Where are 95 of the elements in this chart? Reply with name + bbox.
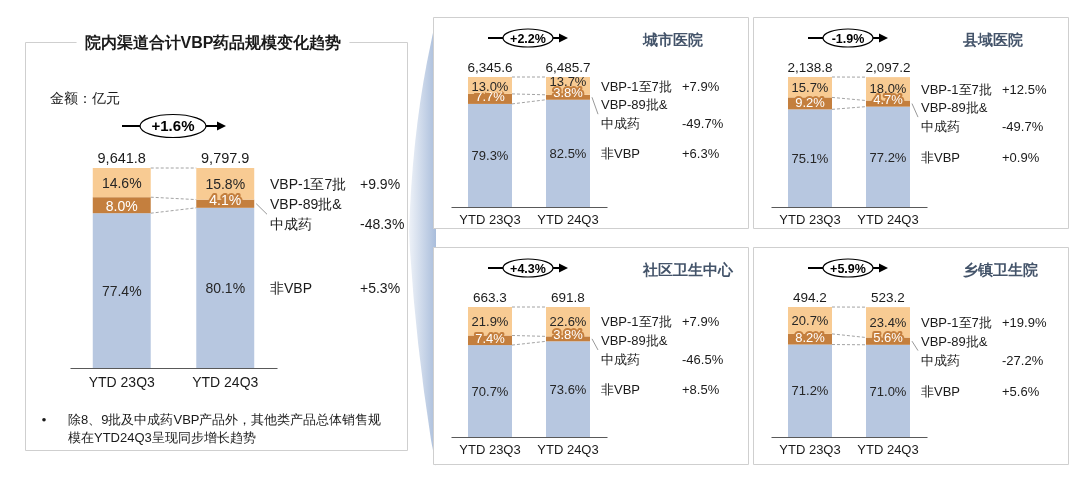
data-label: 15.7% — [791, 79, 829, 95]
annotation: 2,138.8 — [787, 60, 833, 75]
bar — [866, 106, 910, 207]
annotation: 6,485.7 — [545, 60, 591, 75]
annotation: 663.3 — [473, 290, 507, 305]
x-tick-label: YTD 23Q3 — [459, 442, 521, 458]
x-tick-label: YTD 23Q3 — [459, 212, 521, 228]
x-tick-label: YTD 23Q3 — [779, 212, 841, 228]
text: +7.9% — [682, 314, 720, 330]
chart-subtitle: 金额：亿元 — [50, 91, 120, 106]
data-label: 71.0% — [869, 383, 907, 399]
text: +2.2% — [510, 31, 546, 46]
data-label: 8.2% — [795, 330, 826, 346]
text: +1.6% — [151, 117, 195, 135]
data-label: 8.0% — [105, 197, 138, 214]
bar — [546, 341, 590, 437]
data-label: 14.6% — [101, 174, 142, 191]
series-label: VBP-1至7批 — [601, 314, 672, 330]
data-label: 5.6% — [873, 330, 904, 346]
data-label: 9.2% — [795, 94, 826, 110]
text: +12.5% — [1002, 81, 1047, 97]
chart-title: 院内渠道合计VBP药品规模变化趋势 — [84, 34, 342, 51]
data-label: 15.8% — [205, 175, 246, 192]
data-label: 7.4% — [475, 330, 506, 346]
data-label: 21.9% — [471, 313, 509, 329]
text: 县域医院 — [962, 31, 1023, 48]
text: 社区卫生中心 — [642, 261, 734, 278]
data-label: 22.6% — [549, 314, 587, 330]
series-label: VBP-1至7批 — [921, 81, 992, 97]
series-label: 非VBP — [601, 381, 641, 397]
series-label: VBP-1至7批 — [270, 175, 347, 192]
text: +0.9% — [1002, 149, 1040, 165]
text: +7.9% — [682, 78, 720, 94]
annotation: 9,797.9 — [201, 150, 250, 166]
text: -49.7% — [682, 116, 724, 132]
bar — [788, 344, 832, 437]
text: +19.9% — [1002, 315, 1047, 330]
series-label: VBP-89批&中成药 — [601, 97, 668, 132]
series-label: VBP-89批&中成药 — [601, 333, 668, 368]
series-label: VBP-89批&中成药 — [270, 196, 343, 233]
text: -1.9% — [831, 31, 865, 46]
x-tick-label: YTD 24Q3 — [537, 212, 599, 228]
data-label: 71.2% — [791, 383, 829, 399]
text: -49.7% — [1002, 119, 1044, 135]
annotation: 6,345.6 — [467, 60, 513, 75]
text: 城市医院 — [642, 31, 703, 48]
annotation: 691.8 — [551, 290, 585, 305]
x-tick-label: YTD 23Q3 — [779, 442, 841, 458]
annotation: 9,641.8 — [97, 150, 146, 166]
data-label: 20.7% — [791, 313, 829, 329]
text: 除8、9批及中成药VBP产品外，其他类产品总体销售规模在YTD24Q3呈现同步增长趋势 — [68, 412, 382, 445]
data-label: 80.1% — [205, 279, 246, 296]
text: +8.5% — [682, 381, 720, 397]
text: +5.3% — [360, 279, 401, 296]
data-label: 75.1% — [791, 150, 829, 166]
data-label: 73.6% — [549, 381, 587, 397]
series-label: VBP-1至7批 — [601, 78, 672, 94]
series-label: VBP-1至7批 — [921, 315, 992, 330]
x-tick-label: YTD 24Q3 — [857, 442, 919, 458]
x-tick-label: YTD 24Q3 — [857, 212, 919, 228]
series-label: 非VBP — [921, 149, 961, 165]
series-label: VBP-89批&中成药 — [921, 333, 988, 368]
x-tick-label: YTD 23Q3 — [88, 373, 156, 390]
bar — [468, 345, 512, 437]
series-label: 非VBP — [921, 383, 961, 399]
text: +4.3% — [510, 261, 546, 276]
x-tick-label: YTD 24Q3 — [537, 442, 599, 458]
series-label: VBP-89批&中成药 — [921, 100, 988, 135]
bar — [546, 99, 590, 207]
bar — [196, 207, 255, 368]
text: -48.3% — [360, 216, 405, 233]
data-label: 70.7% — [471, 383, 509, 399]
data-label: 23.4% — [869, 315, 907, 330]
bar — [468, 103, 512, 207]
series-label: 非VBP — [601, 146, 641, 162]
data-label: 4.1% — [209, 192, 242, 209]
text: -27.2% — [1002, 352, 1044, 368]
series-label: 非VBP — [270, 279, 313, 296]
annotation: 2,097.2 — [865, 60, 911, 76]
bar — [866, 344, 910, 437]
data-label: 82.5% — [549, 146, 587, 162]
text: +6.3% — [682, 146, 720, 162]
x-tick-label: YTD 24Q3 — [192, 373, 259, 390]
text: +5.6% — [1002, 383, 1040, 399]
bar — [92, 213, 151, 368]
annotation: 523.2 — [871, 290, 905, 306]
data-label: 77.2% — [869, 149, 907, 165]
text: 乡镇卫生院 — [963, 261, 1038, 278]
annotation: 494.2 — [793, 290, 827, 305]
text: +5.9% — [830, 261, 866, 276]
data-label: 77.4% — [101, 282, 142, 299]
bar — [788, 109, 832, 207]
text: +9.9% — [360, 175, 401, 192]
text: -46.5% — [682, 352, 724, 368]
data-label: 79.3% — [471, 148, 509, 164]
